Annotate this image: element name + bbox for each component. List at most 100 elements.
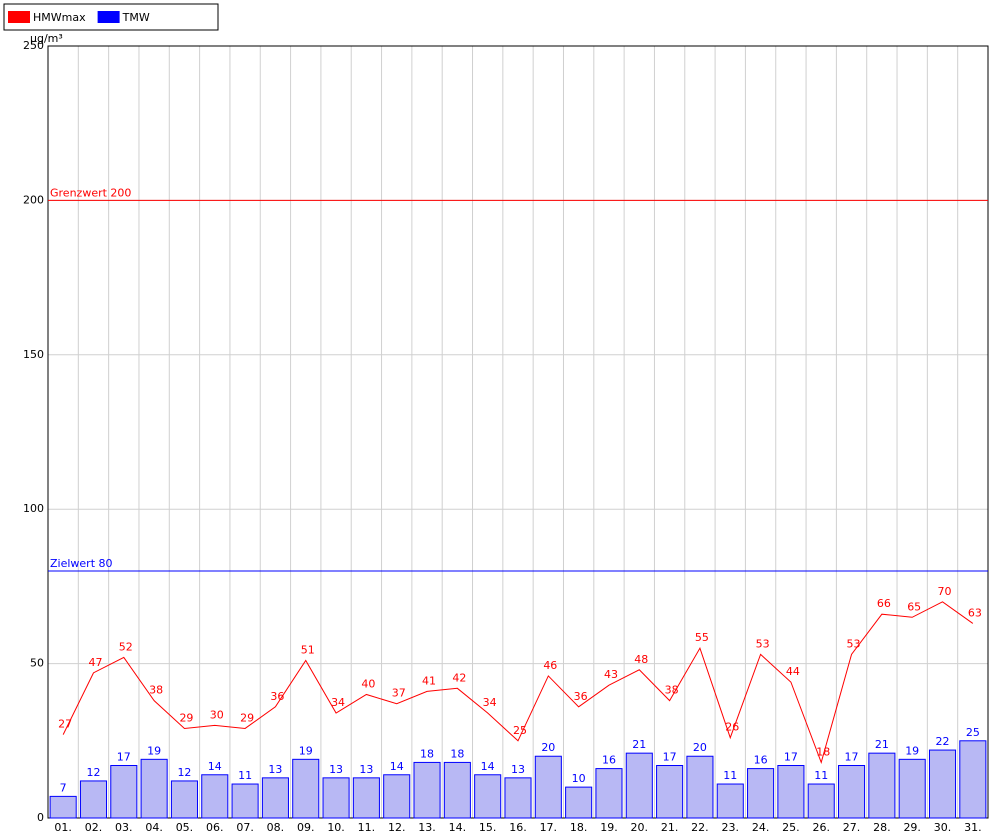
x-tick-label: 12. bbox=[388, 821, 406, 834]
bar bbox=[474, 774, 502, 819]
x-tick-label: 27. bbox=[843, 821, 861, 834]
line-value-label: 25 bbox=[513, 724, 527, 737]
bar bbox=[898, 758, 926, 819]
line-value-label: 29 bbox=[240, 711, 254, 724]
bar-value-label: 20 bbox=[693, 741, 707, 754]
bar bbox=[747, 768, 775, 819]
bar bbox=[201, 774, 229, 819]
bar-value-label: 11 bbox=[238, 769, 252, 782]
x-tick-label: 21. bbox=[661, 821, 679, 834]
x-tick-label: 18. bbox=[570, 821, 588, 834]
bar-value-label: 21 bbox=[632, 738, 646, 751]
x-tick-label: 09. bbox=[297, 821, 315, 834]
y-unit: µg/m³ bbox=[30, 32, 63, 45]
bar-value-label: 13 bbox=[268, 763, 282, 776]
line-value-label: 53 bbox=[756, 637, 770, 650]
bar bbox=[928, 749, 957, 819]
x-tick-label: 07. bbox=[236, 821, 254, 834]
bar-value-label: 12 bbox=[86, 766, 100, 779]
bar bbox=[110, 765, 138, 819]
x-tick-label: 15. bbox=[479, 821, 497, 834]
bar bbox=[838, 765, 866, 819]
bar-value-label: 11 bbox=[814, 769, 828, 782]
y-tick-label: 200 bbox=[23, 193, 44, 206]
line-value-label: 37 bbox=[392, 687, 406, 700]
y-tick-label: 100 bbox=[23, 502, 44, 515]
bar-value-label: 17 bbox=[784, 751, 798, 764]
bar bbox=[79, 780, 108, 819]
line-value-label: 29 bbox=[179, 711, 193, 724]
bar-value-label: 25 bbox=[966, 726, 980, 739]
bar bbox=[868, 752, 896, 819]
bar-value-label: 16 bbox=[754, 754, 768, 767]
line bbox=[62, 601, 974, 765]
x-tick-label: 16. bbox=[509, 821, 527, 834]
x-tick-label: 24. bbox=[752, 821, 770, 834]
line-value-label: 27 bbox=[58, 718, 72, 731]
y-tick-label: 0 bbox=[37, 811, 44, 824]
line-value-label: 43 bbox=[604, 668, 618, 681]
bar-value-label: 13 bbox=[359, 763, 373, 776]
line-value-label: 46 bbox=[543, 659, 557, 672]
bar-value-label: 18 bbox=[420, 747, 434, 760]
bar-value-label: 21 bbox=[875, 738, 889, 751]
line-value-label: 42 bbox=[452, 671, 466, 684]
bar-value-label: 10 bbox=[572, 772, 586, 785]
x-tick-label: 13. bbox=[418, 821, 436, 834]
bar-value-label: 13 bbox=[329, 763, 343, 776]
bar-value-label: 17 bbox=[845, 751, 859, 764]
bar bbox=[352, 777, 380, 819]
bar-value-label: 18 bbox=[450, 747, 464, 760]
bar bbox=[807, 783, 835, 819]
legend-label: HMWmax bbox=[33, 11, 86, 24]
x-tick-label: 22. bbox=[691, 821, 709, 834]
bar-value-label: 17 bbox=[117, 751, 131, 764]
x-tick-label: 17. bbox=[540, 821, 558, 834]
line-value-label: 34 bbox=[483, 696, 497, 709]
bar-value-label: 12 bbox=[177, 766, 191, 779]
x-tick-label: 20. bbox=[631, 821, 649, 834]
bar-value-label: 19 bbox=[905, 744, 919, 757]
line-value-label: 41 bbox=[422, 674, 436, 687]
bar bbox=[656, 765, 684, 819]
x-tick-label: 04. bbox=[145, 821, 163, 834]
reference-label: Zielwert 80 bbox=[50, 557, 113, 570]
x-tick-label: 19. bbox=[600, 821, 618, 834]
x-tick-label: 28. bbox=[873, 821, 891, 834]
bar-value-label: 19 bbox=[147, 744, 161, 757]
line-value-label: 40 bbox=[361, 677, 375, 690]
bar bbox=[716, 783, 744, 819]
bar bbox=[292, 758, 320, 819]
x-tick-label: 08. bbox=[267, 821, 285, 834]
bar bbox=[443, 761, 471, 819]
x-tick-label: 30. bbox=[934, 821, 952, 834]
x-tick-label: 14. bbox=[449, 821, 467, 834]
bar bbox=[625, 752, 653, 819]
bar bbox=[595, 768, 623, 819]
bar-value-label: 19 bbox=[299, 744, 313, 757]
x-tick-label: 03. bbox=[115, 821, 133, 834]
bar bbox=[413, 761, 441, 819]
legend-label: TMW bbox=[122, 11, 150, 24]
x-tick-label: 11. bbox=[358, 821, 376, 834]
bar-value-label: 7 bbox=[60, 781, 67, 794]
line-value-label: 18 bbox=[816, 745, 830, 758]
bar bbox=[322, 777, 350, 819]
line-value-label: 52 bbox=[119, 640, 133, 653]
bar bbox=[959, 740, 987, 819]
bar bbox=[686, 755, 714, 819]
line-value-label: 48 bbox=[634, 653, 648, 666]
bar-value-label: 11 bbox=[723, 769, 737, 782]
y-tick-label: 250 bbox=[23, 39, 44, 52]
line-value-label: 55 bbox=[695, 631, 709, 644]
reference-label: Grenzwert 200 bbox=[50, 186, 131, 199]
line-value-label: 38 bbox=[665, 684, 679, 697]
bar bbox=[261, 777, 289, 819]
bar bbox=[383, 774, 411, 819]
line-value-label: 65 bbox=[907, 600, 921, 613]
line-value-label: 34 bbox=[331, 696, 345, 709]
x-tick-label: 06. bbox=[206, 821, 224, 834]
bar bbox=[534, 755, 562, 819]
bar-value-label: 14 bbox=[390, 760, 404, 773]
